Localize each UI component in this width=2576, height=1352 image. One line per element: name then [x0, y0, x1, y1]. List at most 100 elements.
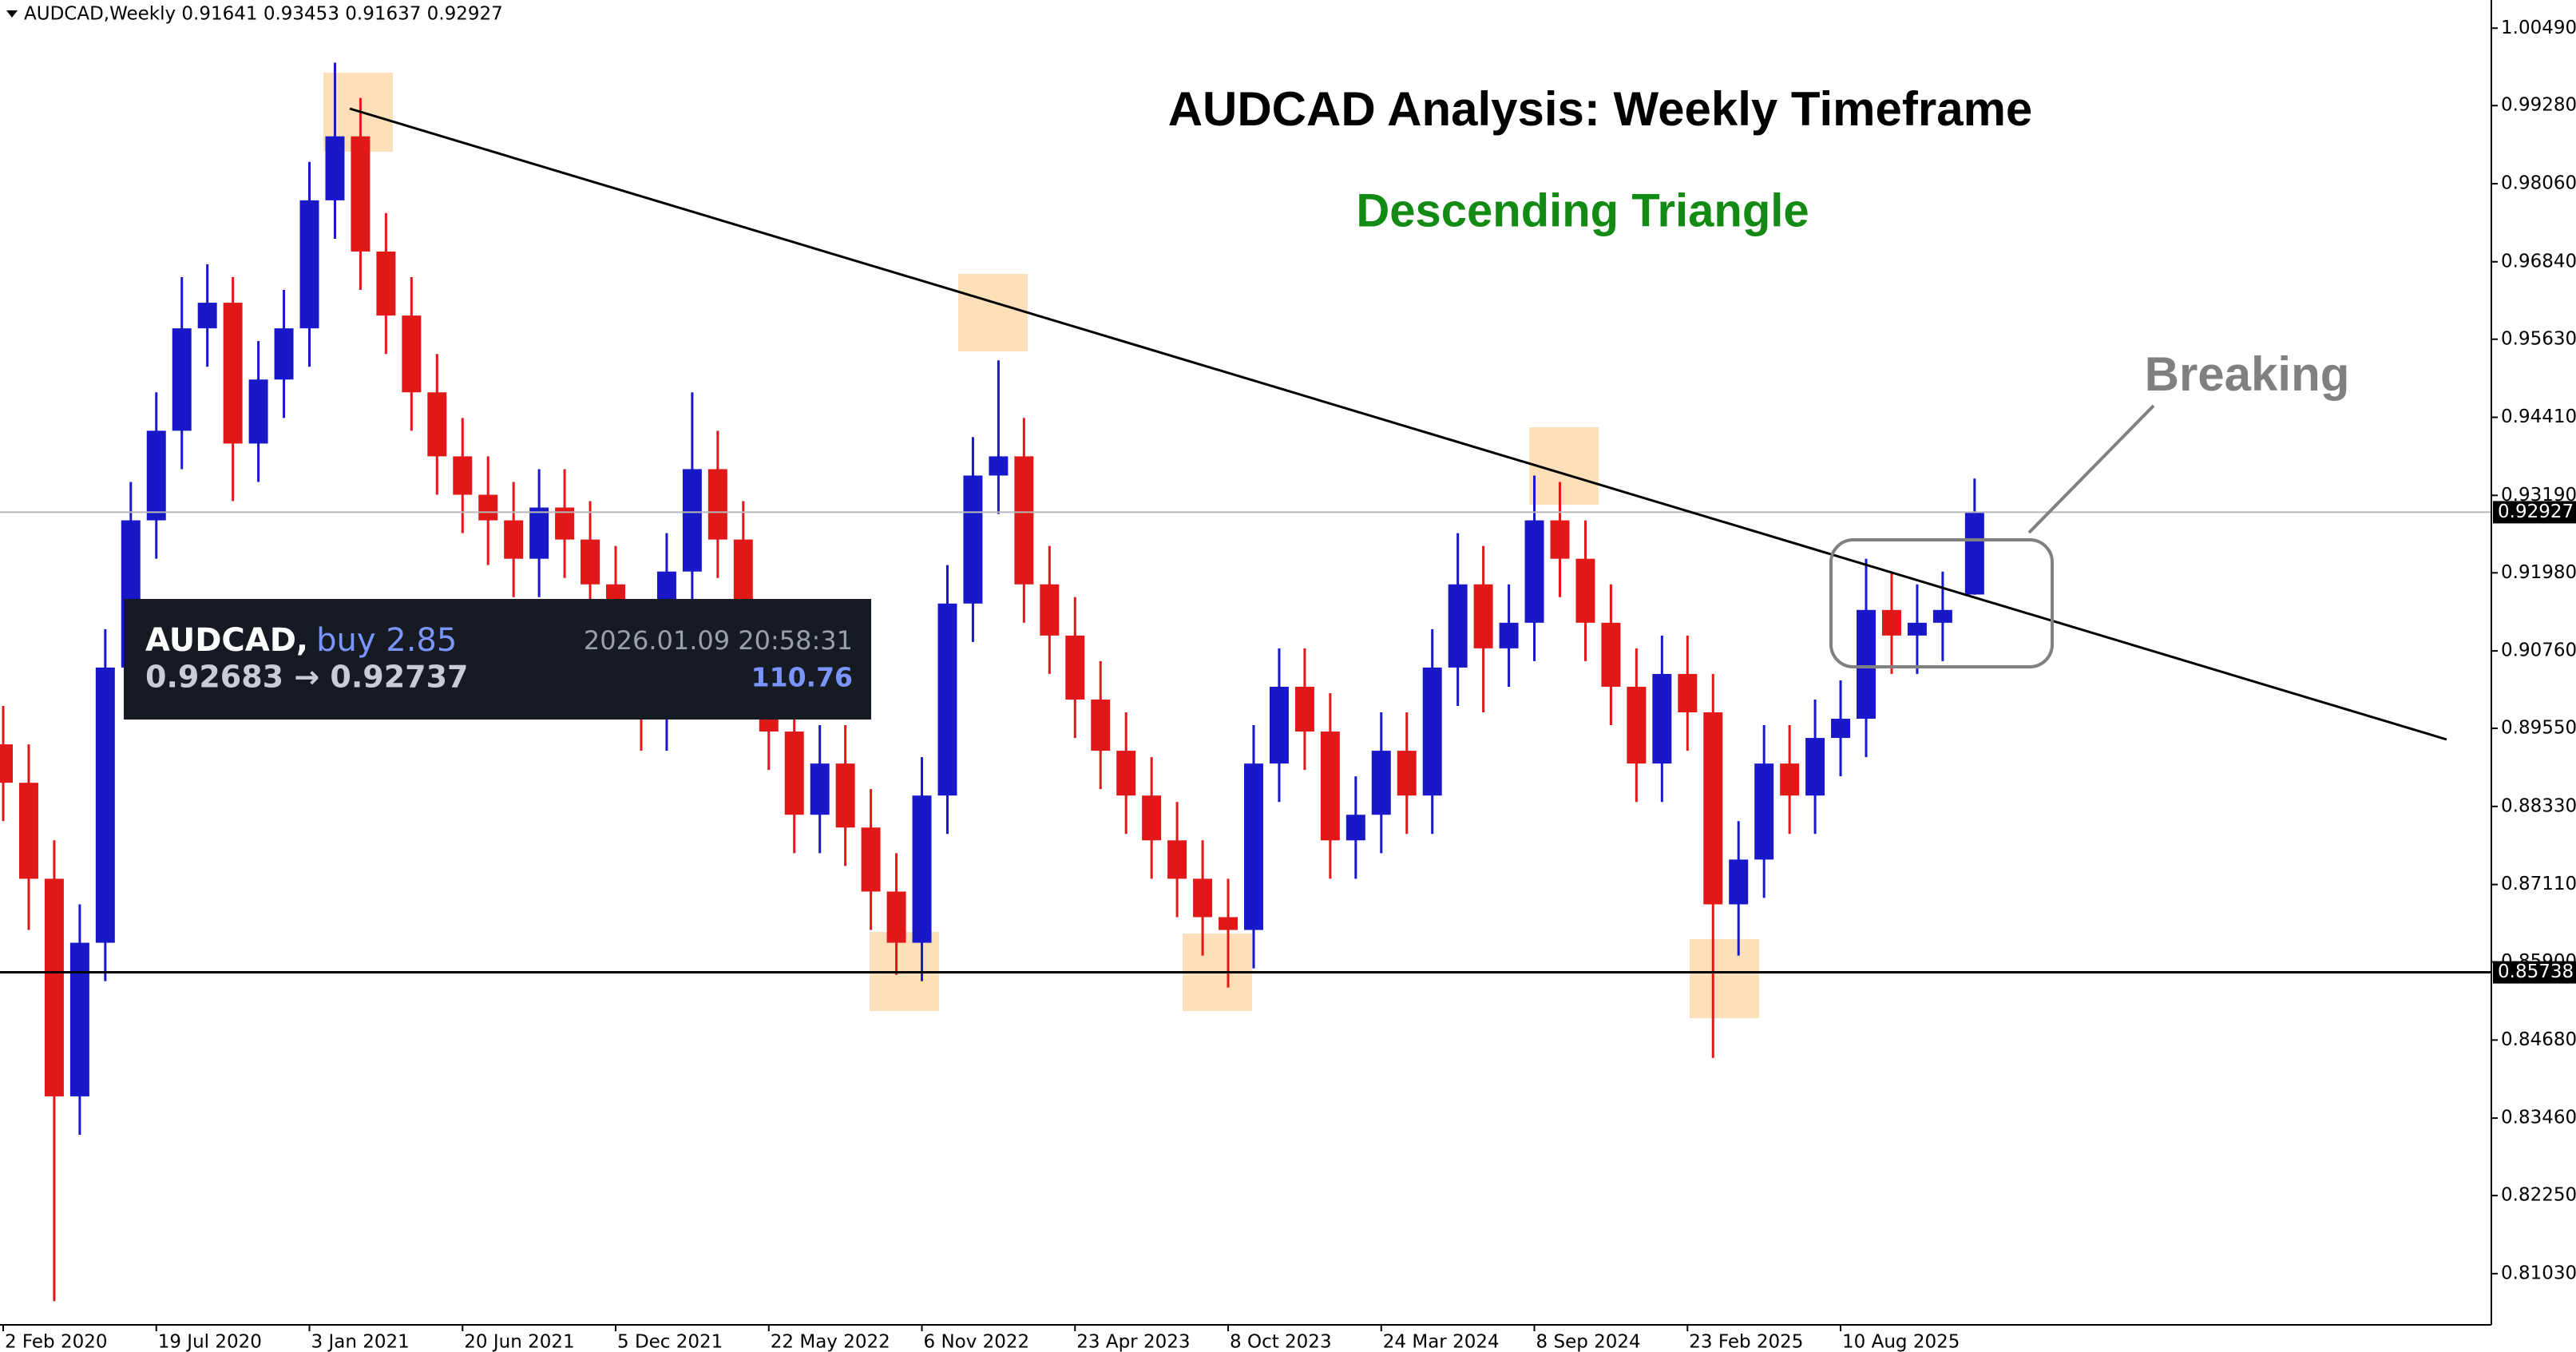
candle-body — [1116, 751, 1136, 796]
candle-body — [835, 763, 855, 828]
highlight-box — [1690, 939, 1759, 1018]
x-tick-label: 5 Dec 2021 — [617, 1332, 723, 1352]
breaking-box — [1829, 538, 2054, 668]
candle-body — [427, 392, 447, 457]
candle-body — [172, 328, 192, 431]
candle-body — [504, 520, 524, 559]
chart-header: AUDCAD,Weekly 0.91641 0.93453 0.91637 0.… — [24, 4, 503, 25]
y-tick-label: 0.96840 — [2501, 251, 2576, 272]
trend-line — [349, 107, 2447, 741]
candle-body — [861, 827, 881, 892]
candle-body — [1014, 456, 1034, 585]
support-label: 0.85738 — [2498, 961, 2574, 982]
candle-body — [197, 303, 217, 329]
candle-body — [1881, 609, 1901, 636]
candle-body — [1269, 686, 1289, 764]
candle-body — [1678, 673, 1698, 713]
candle-body — [1652, 673, 1672, 764]
candle-body — [1473, 584, 1493, 648]
candle-body — [69, 942, 89, 1096]
candle-body — [1091, 699, 1111, 751]
candle-body — [44, 878, 64, 1096]
candle-body — [1857, 609, 1876, 720]
x-tick-label: 10 Aug 2025 — [1842, 1332, 1960, 1352]
current-price-tag — [2493, 501, 2576, 524]
x-tick-label: 8 Sep 2024 — [1536, 1332, 1641, 1352]
candle-body — [1703, 712, 1723, 905]
x-tick-label: 23 Apr 2023 — [1076, 1332, 1190, 1352]
candle-body — [402, 315, 422, 393]
x-tick-label: 23 Feb 2025 — [1689, 1332, 1803, 1352]
candle-body — [886, 891, 906, 943]
trade-time: 2026.01.09 20:58:31 — [584, 625, 853, 656]
annotation-pointer — [2027, 404, 2155, 534]
candle-body — [1167, 840, 1187, 879]
x-tick-label: 19 Jul 2020 — [158, 1332, 262, 1352]
y-tick-label: 0.87110 — [2501, 874, 2576, 894]
y-tick-label: 0.88330 — [2501, 795, 2576, 816]
trade-profit: 110.76 — [751, 662, 853, 693]
candle-body — [274, 328, 294, 380]
highlight-box — [958, 274, 1028, 351]
y-tick-label: 0.91980 — [2501, 562, 2576, 583]
candle-body — [1499, 622, 1519, 648]
candle-body — [707, 469, 727, 540]
candle-body — [784, 732, 804, 815]
candle-body — [1219, 917, 1238, 930]
candle-body — [325, 136, 345, 200]
candle-body — [478, 494, 498, 521]
candle-body — [529, 507, 549, 559]
candle-body — [912, 795, 932, 943]
candle-body — [555, 507, 575, 540]
candle-body — [937, 603, 957, 796]
candle-body — [1294, 686, 1314, 732]
candle-body — [1320, 732, 1340, 841]
y-tick-label: 0.83460 — [2501, 1108, 2576, 1128]
plot — [0, 62, 2491, 1302]
candle-body — [1244, 763, 1263, 930]
candle-body — [1193, 878, 1213, 918]
y-tick-label: 1.00490 — [2501, 18, 2576, 38]
y-tick-label: 0.81030 — [2501, 1263, 2576, 1283]
candle-body — [1907, 622, 1927, 636]
x-tick-label: 22 May 2022 — [771, 1332, 890, 1352]
x-tick-label: 20 Jun 2021 — [464, 1332, 574, 1352]
candle-body — [453, 456, 473, 495]
candle-body — [1601, 622, 1621, 687]
candle-body — [1397, 751, 1417, 796]
candle-body — [1345, 815, 1365, 841]
trade-side: buy 2.85 — [316, 622, 457, 659]
candle-body — [682, 469, 702, 572]
y-tick-label: 0.90760 — [2501, 640, 2576, 661]
candle-body — [1142, 795, 1162, 841]
candle-body — [18, 783, 38, 879]
y-tick-label: 0.94410 — [2501, 406, 2576, 427]
candle-body — [1780, 763, 1800, 796]
chart-subtitle: Descending Triangle — [1356, 184, 1809, 236]
candle-body — [581, 539, 600, 585]
candle-body — [95, 667, 115, 943]
candle-body — [1627, 686, 1647, 764]
y-tick-label: 0.89550 — [2501, 718, 2576, 739]
candle-body — [1550, 520, 1570, 559]
candle-body — [376, 251, 396, 316]
annotation: Breaking — [2145, 347, 2350, 401]
candle-body — [1729, 859, 1749, 905]
candle-body — [248, 379, 268, 444]
y-tick-label: 0.99280 — [2501, 95, 2576, 116]
x-tick-label: 8 Oct 2023 — [1230, 1332, 1332, 1352]
candle-body — [989, 456, 1009, 476]
candle-body — [810, 763, 830, 815]
trade-symbol-text: AUDCAD, — [145, 622, 308, 659]
x-tick-label: 2 Feb 2020 — [5, 1332, 108, 1352]
candle-body — [146, 430, 166, 521]
support-tag — [2493, 961, 2576, 984]
candle-body — [1524, 520, 1544, 623]
x-tick-label: 3 Jan 2021 — [311, 1332, 410, 1352]
candle-body — [1805, 738, 1825, 796]
candle-body — [1964, 512, 1984, 595]
candle-body — [1040, 584, 1060, 636]
candle-body — [1065, 635, 1085, 700]
